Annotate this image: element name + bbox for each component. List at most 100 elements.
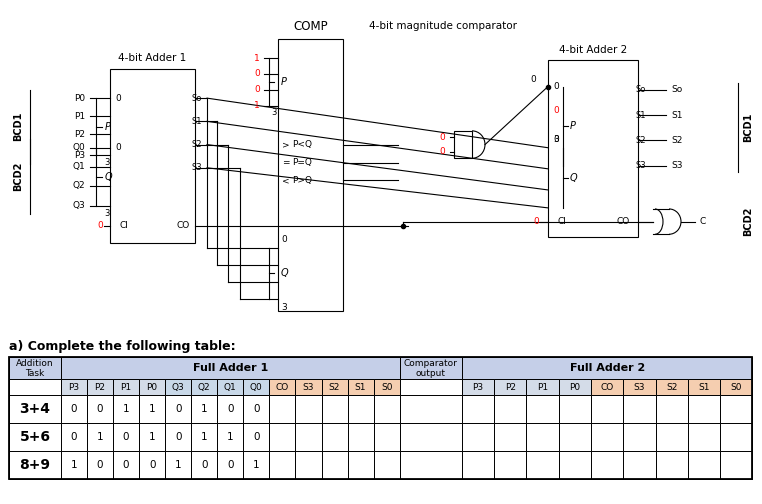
Bar	[591, 452, 623, 479]
Bar	[494, 395, 527, 423]
Text: Q: Q	[570, 173, 578, 183]
Text: BCD1: BCD1	[743, 113, 753, 142]
Bar	[243, 395, 270, 423]
Bar	[591, 379, 623, 395]
Text: S3: S3	[634, 383, 645, 392]
Bar	[527, 452, 559, 479]
Text: BCD1: BCD1	[13, 112, 23, 141]
Bar	[296, 395, 322, 423]
Bar	[9, 357, 752, 479]
Text: Q0: Q0	[72, 143, 85, 152]
Text: P1: P1	[537, 383, 548, 392]
Text: P0: P0	[569, 383, 581, 392]
Bar	[527, 379, 559, 395]
Text: <: <	[282, 176, 290, 185]
Text: 1: 1	[201, 404, 207, 414]
Bar	[217, 423, 243, 452]
Text: P<Q: P<Q	[292, 140, 312, 149]
Bar	[400, 357, 462, 379]
Bar	[400, 423, 462, 452]
Text: Q: Q	[105, 172, 113, 182]
Text: 1: 1	[175, 461, 181, 470]
Bar	[217, 452, 243, 479]
Text: S3: S3	[635, 161, 645, 170]
Bar	[322, 395, 347, 423]
Bar	[113, 423, 139, 452]
Text: P0: P0	[146, 383, 158, 392]
Bar	[347, 379, 373, 395]
Text: 0: 0	[530, 75, 536, 84]
Text: Comparator
output: Comparator output	[404, 358, 458, 378]
Bar	[165, 379, 191, 395]
Text: Q0: Q0	[250, 383, 263, 392]
Bar	[113, 395, 139, 423]
Text: 4-bit Adder 2: 4-bit Adder 2	[559, 44, 627, 54]
Bar	[623, 452, 655, 479]
Bar	[113, 452, 139, 479]
Bar	[462, 379, 494, 395]
Text: 1: 1	[149, 432, 155, 443]
Text: 3: 3	[553, 135, 559, 144]
Text: 0: 0	[71, 432, 77, 443]
Bar	[139, 395, 165, 423]
Text: 0: 0	[253, 432, 260, 443]
Text: 4-bit Adder 1: 4-bit Adder 1	[118, 53, 187, 63]
Bar	[243, 423, 270, 452]
Text: 0: 0	[149, 461, 155, 470]
Text: 1: 1	[71, 461, 77, 470]
Text: 0: 0	[553, 106, 559, 115]
Text: 0: 0	[255, 85, 260, 94]
Bar	[655, 452, 688, 479]
Text: 0: 0	[253, 404, 260, 414]
Text: 1: 1	[253, 461, 260, 470]
Text: 0: 0	[227, 404, 234, 414]
Bar	[720, 423, 752, 452]
Text: S1: S1	[192, 117, 203, 126]
Text: S3: S3	[303, 383, 314, 392]
Text: CI: CI	[120, 221, 129, 230]
Text: S1: S1	[635, 110, 645, 119]
Bar	[110, 69, 195, 243]
Text: 4-bit magnitude comparator: 4-bit magnitude comparator	[369, 21, 517, 31]
Text: Q1: Q1	[72, 162, 85, 171]
Text: S2: S2	[671, 136, 683, 145]
Text: P: P	[105, 121, 111, 132]
Text: 0: 0	[71, 404, 77, 414]
Bar	[322, 452, 347, 479]
Text: CI: CI	[558, 217, 567, 226]
Text: 0: 0	[115, 143, 120, 152]
Text: 3: 3	[271, 108, 277, 117]
Text: S3: S3	[192, 163, 203, 172]
Bar	[217, 379, 243, 395]
Bar	[296, 452, 322, 479]
Text: 0: 0	[97, 221, 103, 230]
Text: 0: 0	[175, 432, 181, 443]
Text: P3: P3	[472, 383, 484, 392]
Text: S1: S1	[355, 383, 367, 392]
Bar	[720, 452, 752, 479]
Text: Q1: Q1	[224, 383, 237, 392]
Bar	[720, 395, 752, 423]
Text: CO: CO	[276, 383, 289, 392]
Bar	[296, 423, 322, 452]
Text: 3+4: 3+4	[19, 402, 50, 416]
Text: 1: 1	[255, 53, 260, 62]
Bar	[559, 395, 591, 423]
Bar	[191, 395, 217, 423]
Bar	[373, 379, 400, 395]
Text: Full Adder 2: Full Adder 2	[569, 363, 645, 373]
Text: S0: S0	[381, 383, 392, 392]
Text: a) Complete the following table:: a) Complete the following table:	[9, 340, 235, 353]
Bar	[61, 452, 87, 479]
Bar	[165, 452, 191, 479]
Bar	[296, 379, 322, 395]
Bar	[139, 379, 165, 395]
Text: Q3: Q3	[171, 383, 184, 392]
Bar	[462, 423, 494, 452]
Bar	[462, 452, 494, 479]
Text: 0: 0	[201, 461, 207, 470]
Bar	[270, 379, 296, 395]
Text: P=Q: P=Q	[292, 158, 312, 167]
Text: S1: S1	[671, 110, 683, 119]
Bar	[243, 379, 270, 395]
